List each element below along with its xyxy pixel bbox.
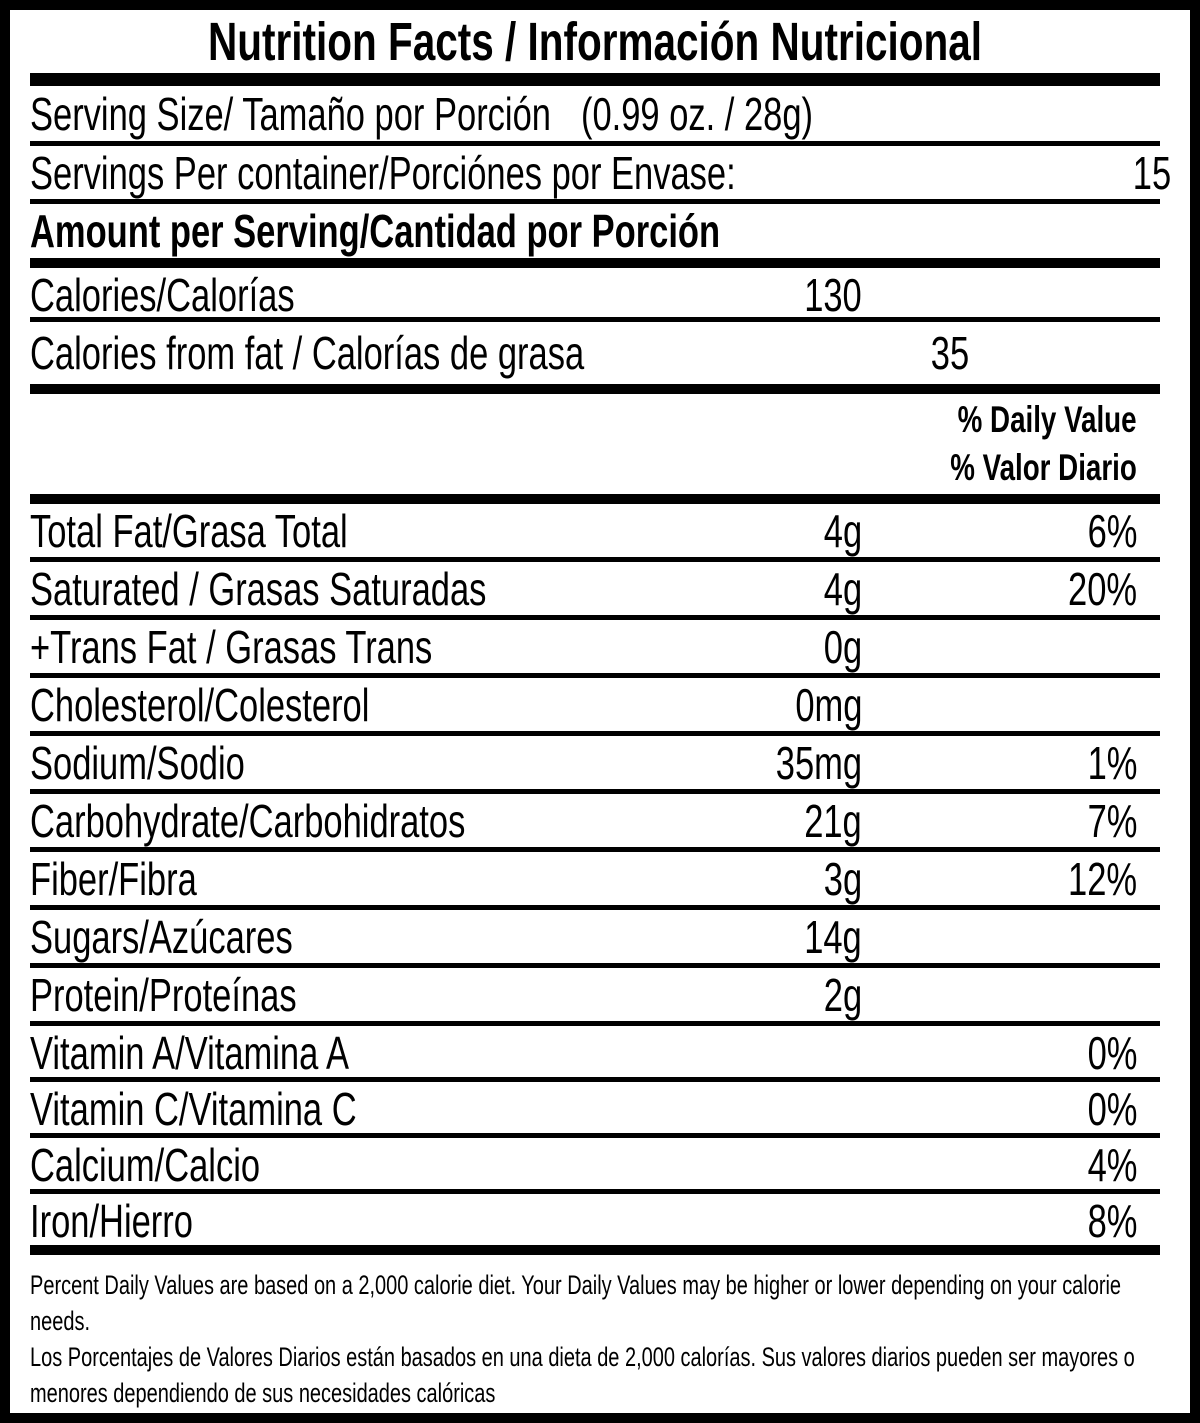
nutrient-amount: 3g (823, 853, 862, 905)
nutrient-daily-value: 1% (1087, 737, 1137, 789)
servings-per-container-label: Servings Per container/Porciónes por Env… (30, 147, 736, 199)
daily-value-heading-en: % Daily Value (958, 399, 1137, 441)
calories-row: Calories/Calorías 130 (30, 268, 1160, 321)
vitamin-row-vitamin-a: Vitamin A/Vitamina A 0% (30, 1026, 1160, 1079)
calories-from-fat-label: Calories from fat / Calorías de grasa (30, 327, 585, 379)
divider (30, 847, 1160, 852)
serving-size-row: Serving Size/ Tamaño por Porción (0.99 oz… (30, 86, 1160, 141)
section-bar (30, 494, 1160, 504)
nutrient-label: Protein/Proteínas (30, 969, 297, 1021)
footnote-spanish: Los Porcentajes de Valores Diarios están… (30, 1342, 1135, 1408)
servings-per-container-value: 15 (1132, 147, 1171, 199)
nutrient-amount: 0mg (794, 679, 862, 731)
nutrient-daily-value: 7% (1087, 795, 1137, 847)
nutrient-label: Cholesterol/Colesterol (30, 679, 370, 731)
divider (30, 1133, 1160, 1138)
divider (30, 1021, 1160, 1026)
vitamin-row-calcium: Calcium/Calcio 4% (30, 1138, 1160, 1191)
vitamin-daily-value: 4% (1087, 1139, 1137, 1191)
nutrient-amount: 21g (804, 795, 862, 847)
divider (30, 199, 1160, 204)
nutrient-amount: 2g (823, 969, 862, 1021)
nutrient-row-trans-fat: +Trans Fat / Grasas Trans 0g (30, 620, 1160, 673)
divider (30, 1077, 1160, 1082)
vitamin-label: Vitamin A/Vitamina A (30, 1027, 349, 1079)
nutrient-label: +Trans Fat / Grasas Trans (30, 621, 433, 673)
amount-per-serving-heading: Amount per Serving/Cantidad por Porción (30, 205, 721, 257)
nutrient-label: Sugars/Azúcares (30, 911, 293, 963)
calories-label: Calories/Calorías (30, 269, 295, 321)
calories-from-fat-amount: 35 (930, 327, 969, 379)
nutrient-label: Sodium/Sodio (30, 737, 245, 789)
nutrient-label: Carbohydrate/Carbohidratos (30, 795, 466, 847)
vitamin-label: Vitamin C/Vitamina C (30, 1083, 357, 1135)
nutrient-row-protein: Protein/Proteínas 2g (30, 968, 1160, 1021)
divider (30, 317, 1160, 322)
section-bar (30, 1245, 1160, 1255)
nutrient-amount: 0g (823, 621, 862, 673)
nutrient-amount: 35mg (775, 737, 862, 789)
vitamin-row-vitamin-c: Vitamin C/Vitamina C 0% (30, 1082, 1160, 1135)
divider (30, 673, 1160, 678)
nutrient-label: Saturated / Grasas Saturadas (30, 563, 487, 615)
nutrient-label: Fiber/Fibra (30, 853, 197, 905)
divider (30, 615, 1160, 620)
nutrient-row-sodium: Sodium/Sodio 35mg 1% (30, 736, 1160, 789)
vitamin-label: Iron/Hierro (30, 1195, 193, 1247)
vitamin-label: Calcium/Calcio (30, 1139, 261, 1191)
vitamin-daily-value: 0% (1087, 1027, 1137, 1079)
nutrient-label: Total Fat/Grasa Total (30, 505, 348, 557)
nutrient-row-fiber: Fiber/Fibra 3g 12% (30, 852, 1160, 905)
nutrient-daily-value: 12% (1067, 853, 1137, 905)
footnote-english: Percent Daily Values are based on a 2,00… (30, 1270, 1122, 1336)
vitamin-daily-value: 8% (1087, 1195, 1137, 1247)
nutrient-row-cholesterol: Cholesterol/Colesterol 0mg (30, 678, 1160, 731)
vitamin-row-iron: Iron/Hierro 8% (30, 1194, 1160, 1247)
nutrient-daily-value: 20% (1067, 563, 1137, 615)
nutrient-daily-value: 6% (1087, 505, 1137, 557)
servings-per-container-row: Servings Per container/Porciónes por Env… (30, 146, 1171, 199)
section-bar (30, 384, 1160, 394)
nutrient-amount: 4g (823, 563, 862, 615)
serving-size-label: Serving Size/ Tamaño por Porción (30, 87, 551, 140)
nutrient-row-sugars: Sugars/Azúcares 14g (30, 910, 1160, 963)
serving-size-value: (0.99 oz. / 28g) (580, 87, 814, 140)
calories-amount: 130 (804, 269, 862, 321)
divider (30, 789, 1160, 794)
nutrient-row-total-fat: Total Fat/Grasa Total 4g 6% (30, 504, 1160, 557)
footnote-block: Percent Daily Values are based on a 2,00… (30, 1255, 1160, 1411)
label-title-row: Nutrition Facts / Información Nutriciona… (30, 10, 1160, 73)
divider (30, 905, 1160, 910)
label-title: Nutrition Facts / Información Nutriciona… (207, 11, 983, 72)
divider (30, 731, 1160, 736)
divider (30, 141, 1160, 146)
nutrient-row-carbohydrate: Carbohydrate/Carbohidratos 21g 7% (30, 794, 1160, 847)
nutrient-row-saturated-fat: Saturated / Grasas Saturadas 4g 20% (30, 562, 1160, 615)
divider (30, 557, 1160, 562)
vitamin-daily-value: 0% (1087, 1083, 1137, 1135)
section-bar (30, 258, 1160, 268)
daily-value-heading-block: % Daily Value % Valor Diario (30, 394, 1160, 494)
divider (30, 963, 1160, 968)
divider (30, 1189, 1160, 1194)
nutrient-amount: 4g (823, 505, 862, 557)
daily-value-heading-es: % Valor Diario (950, 446, 1137, 488)
nutrient-amount: 14g (804, 911, 862, 963)
calories-from-fat-row: Calories from fat / Calorías de grasa 35 (30, 322, 1160, 384)
amount-per-serving-heading-row: Amount per Serving/Cantidad por Porción (30, 204, 1160, 258)
title-separator-bar (30, 73, 1160, 86)
